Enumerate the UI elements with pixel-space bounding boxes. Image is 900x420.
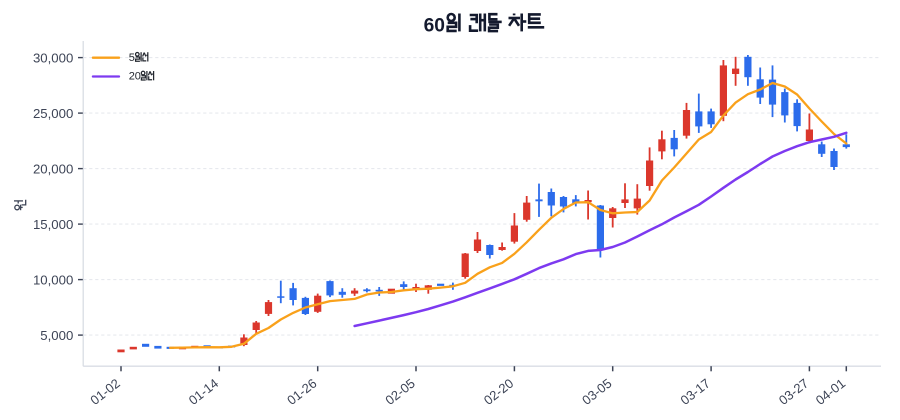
svg-text:60: 60	[424, 15, 445, 36]
svg-text:10,000: 10,000	[33, 273, 73, 288]
svg-text:5: 5	[129, 52, 135, 64]
svg-text:20,000: 20,000	[33, 162, 73, 177]
svg-text:25,000: 25,000	[33, 106, 73, 121]
svg-text:5,000: 5,000	[40, 328, 73, 343]
svg-text:15,000: 15,000	[33, 217, 73, 232]
svg-text:30,000: 30,000	[33, 51, 73, 66]
svg-text:20: 20	[129, 71, 141, 83]
